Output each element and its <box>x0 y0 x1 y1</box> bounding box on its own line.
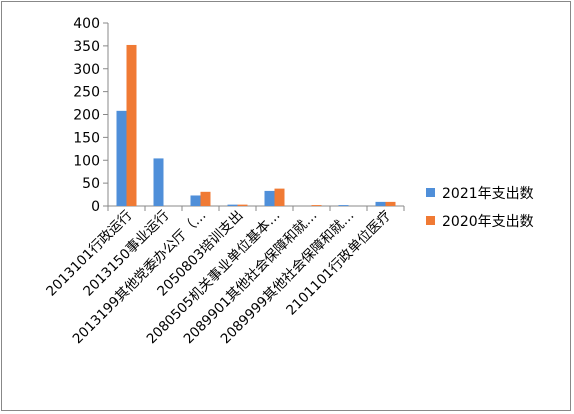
bar-series-1 <box>264 190 275 206</box>
bar-series-2 <box>126 44 137 207</box>
bar-series-2 <box>237 204 248 206</box>
bar-series-2 <box>274 188 285 206</box>
y-tick-label: 150 <box>73 130 100 146</box>
y-tick-label: 350 <box>73 39 100 55</box>
bar-series-1 <box>190 195 201 206</box>
y-tick-label: 200 <box>73 108 100 124</box>
bar-series-1 <box>153 158 164 206</box>
x-category-label: 2080505机关事业单位基本… <box>143 207 283 347</box>
bar-series-1 <box>227 204 238 206</box>
y-tick-label: 400 <box>73 16 100 32</box>
bar-series-1 <box>338 205 349 206</box>
legend-swatch-1 <box>426 188 435 197</box>
bar-series-1 <box>375 201 386 206</box>
bar-series-2 <box>200 191 211 206</box>
legend-label-1: 2021年支出数 <box>442 186 534 202</box>
legend-swatch-2 <box>426 216 435 225</box>
bar-series-2 <box>385 201 396 206</box>
bar-series-2 <box>311 205 322 206</box>
bar-series-1 <box>116 110 127 206</box>
y-tick-label: 300 <box>73 62 100 78</box>
y-tick-label: 0 <box>91 199 100 215</box>
y-tick-label: 50 <box>82 176 100 192</box>
legend-label-2: 2020年支出数 <box>442 214 534 230</box>
y-tick-label: 100 <box>73 153 100 169</box>
y-tick-label: 250 <box>73 85 100 101</box>
